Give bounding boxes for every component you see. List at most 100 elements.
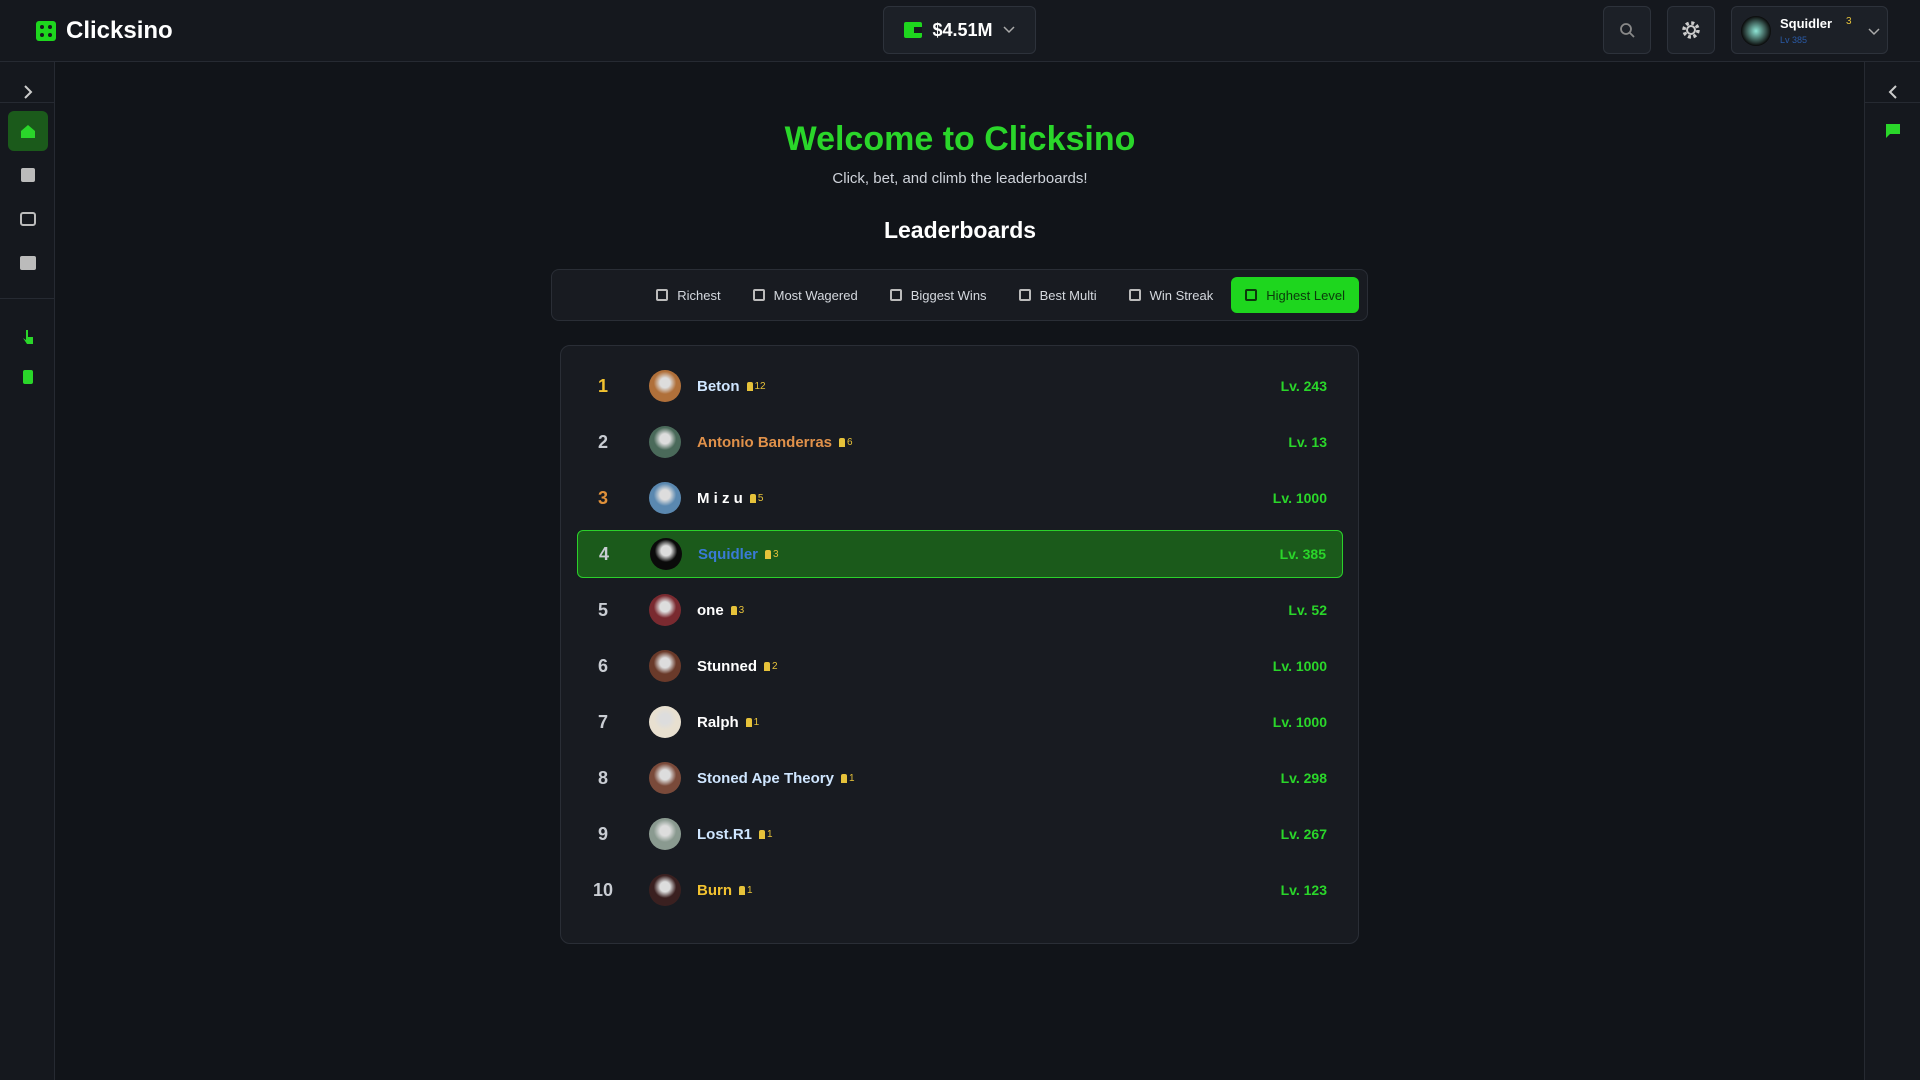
settings-button[interactable]	[1667, 6, 1715, 54]
leaderboard-row[interactable]: 10 Burn 1 Lv. 123	[577, 866, 1343, 914]
search-icon	[1620, 23, 1635, 38]
badge-count: 1	[848, 772, 855, 784]
brand[interactable]: Clicksino	[36, 17, 173, 45]
shop-icon	[20, 212, 36, 226]
divider	[0, 298, 55, 299]
level: Lv. 1000	[1272, 658, 1327, 674]
hero-title: Welcome to Clicksino	[784, 120, 1136, 158]
logo	[36, 21, 56, 41]
level: Lv. 385	[1279, 546, 1326, 562]
section-title: Leaderboards	[883, 217, 1037, 243]
archive-button[interactable]	[8, 243, 48, 283]
avatar	[649, 762, 681, 794]
badge: 1	[840, 772, 855, 784]
level: Lv. 1000	[1272, 490, 1327, 506]
tab[interactable]: Win Streak	[1115, 277, 1228, 313]
tab[interactable]: Best Multi	[1005, 277, 1111, 313]
badge-count: 5	[757, 492, 764, 504]
collapse-button[interactable]	[1873, 72, 1913, 112]
home-icon	[21, 125, 35, 138]
tab-icon	[752, 289, 765, 301]
home-button[interactable]	[8, 111, 48, 151]
level: Lv. 267	[1280, 826, 1327, 842]
badge: 2	[764, 661, 778, 672]
user-menu[interactable]: Squidler 3 Lv 385	[1731, 6, 1888, 54]
avatar	[649, 650, 681, 682]
rank: 10	[592, 879, 614, 900]
tab-label: Most Wagered	[773, 287, 858, 303]
leaderboard-row[interactable]: 5 one 3 Lv. 52	[577, 586, 1343, 634]
level: Lv. 243	[1280, 378, 1327, 394]
player-name: Squidler	[698, 545, 759, 563]
badge-count: 1	[747, 884, 753, 896]
leaderboard-row[interactable]: 6 Stunned 2 Lv. 1000	[577, 642, 1343, 690]
badge-icon	[764, 661, 770, 671]
badge-icon	[839, 437, 846, 447]
left-sidebar	[0, 62, 55, 1080]
player-name: Stoned Ape Theory	[697, 769, 834, 787]
player-name: Antonio Banderras	[697, 433, 833, 451]
shop-button[interactable]	[8, 199, 48, 239]
badge: 12	[746, 381, 766, 392]
tab-label: Richest	[677, 287, 721, 303]
tab-label: Highest Level	[1266, 287, 1345, 303]
badge: 1	[759, 829, 773, 840]
level: Lv. 123	[1280, 882, 1327, 898]
rank: 1	[597, 375, 608, 396]
rank: 2	[597, 431, 608, 452]
balance: $4.51M	[932, 19, 993, 40]
badge-icon	[746, 381, 753, 391]
games-button[interactable]	[8, 155, 48, 195]
leaderboard-row[interactable]: 4 Squidler 3 Lv. 385	[577, 530, 1343, 578]
search-button[interactable]	[1603, 6, 1651, 54]
badge-icon	[730, 605, 737, 615]
chevron	[1888, 85, 1897, 99]
player-name: M i z u	[697, 489, 743, 507]
expand-button[interactable]	[8, 72, 48, 112]
wallet[interactable]: $4.51M	[883, 6, 1036, 54]
badge-icon	[745, 717, 752, 727]
tab-bar: Richest Most Wagered Biggest Wins Best Mult…	[551, 269, 1368, 321]
wallet-icon	[904, 22, 923, 38]
tab-icon	[656, 289, 669, 301]
rank: 4	[598, 543, 609, 564]
rank: 8	[597, 767, 608, 788]
battery-icon	[23, 370, 33, 384]
leaderboard-row[interactable]: 9 Lost.R1 1 Lv. 267	[577, 810, 1343, 858]
tab[interactable]: Richest	[642, 277, 734, 313]
divider	[0, 102, 55, 103]
leaderboard-row[interactable]: 7 Ralph 1 Lv. 1000	[577, 698, 1343, 746]
tab-icon	[1018, 289, 1031, 301]
tab-icon	[889, 289, 902, 301]
badge-icon	[749, 493, 756, 503]
tab[interactable]: Highest Level	[1231, 277, 1359, 313]
badge-count: 3	[738, 604, 745, 616]
leaderboard-list: 1 Beton 12 Lv. 243 2 Antonio Banderras 6 Lv. 13…	[560, 345, 1359, 944]
badge-icon	[840, 773, 847, 783]
avatar	[649, 706, 681, 738]
archive-icon	[20, 256, 36, 270]
badge-count: 1	[753, 716, 760, 728]
user-level: Lv 385	[1780, 35, 1808, 45]
leaderboard-row[interactable]: 3 M i z u 5 Lv. 1000	[577, 474, 1343, 522]
leaderboard-row[interactable]: 2 Antonio Banderras 6 Lv. 13	[577, 418, 1343, 466]
avatar	[649, 370, 681, 402]
chat-button[interactable]	[1873, 111, 1913, 151]
avatar	[649, 818, 681, 850]
hero-subtitle: Click, bet, and climb the leaderboards!	[832, 170, 1088, 187]
level: Lv. 13	[1288, 434, 1327, 450]
tab[interactable]: Biggest Wins	[876, 277, 1001, 313]
player-name: Beton	[697, 377, 740, 395]
dice-icon	[21, 168, 35, 182]
leaderboard-row[interactable]: 1 Beton 12 Lv. 243	[577, 362, 1343, 410]
energy-button[interactable]	[8, 356, 48, 396]
click-button[interactable]	[8, 317, 48, 357]
user-avatar	[1741, 16, 1771, 46]
user-badge: 3	[1846, 16, 1852, 27]
leaderboard-row[interactable]: 8 Stoned Ape Theory 1 Lv. 298	[577, 754, 1343, 802]
chevron	[1002, 26, 1015, 34]
avatar	[649, 426, 681, 458]
badge: 5	[749, 492, 764, 504]
badge: 3	[730, 604, 745, 616]
tab[interactable]: Most Wagered	[739, 277, 872, 313]
